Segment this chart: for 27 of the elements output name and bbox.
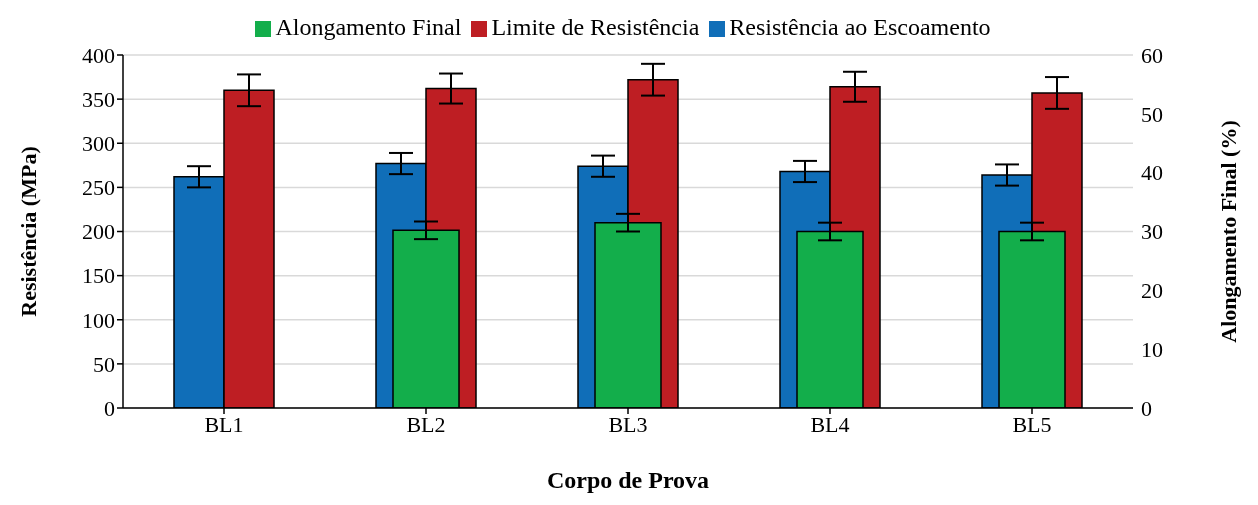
x-tick-label: BL5	[1012, 411, 1052, 437]
y2-tick-label: 30	[1141, 219, 1163, 245]
x-tick-label: BL1	[204, 411, 244, 437]
x-tick-label: BL4	[810, 411, 850, 437]
y2-tick-label: 40	[1141, 160, 1163, 186]
y-axis-title: Resistência (MPa)	[15, 146, 41, 317]
y2-axis-title: Alongamento Final (%)	[1215, 120, 1241, 343]
x-tick-label: BL3	[608, 411, 648, 437]
y2-tick-label: 50	[1141, 101, 1163, 127]
y2-tick-label: 10	[1141, 336, 1163, 362]
y-tick-label: 300	[82, 131, 115, 157]
y2-tick-label: 20	[1141, 278, 1163, 304]
x-axis-title: Corpo de Prova	[546, 467, 710, 493]
legend-label: Resistência ao Escoamento	[729, 14, 991, 40]
y-tick-label: 200	[82, 219, 115, 245]
legend-label: Alongamento Final	[275, 14, 462, 40]
y-tick-label: 250	[82, 175, 115, 201]
x-tick-label: BL2	[406, 411, 446, 437]
y-tick-label: 150	[82, 263, 115, 289]
y-tick-label: 50	[93, 351, 115, 377]
legend-label: Limite de Resistência	[491, 14, 700, 40]
y2-tick-label: 60	[1141, 42, 1163, 68]
y2-tick-label: 0	[1141, 395, 1152, 421]
y-tick-label: 100	[82, 307, 115, 333]
y-tick-label: 400	[82, 42, 115, 68]
y-tick-label: 350	[82, 86, 115, 112]
y-tick-label: 0	[104, 395, 115, 421]
